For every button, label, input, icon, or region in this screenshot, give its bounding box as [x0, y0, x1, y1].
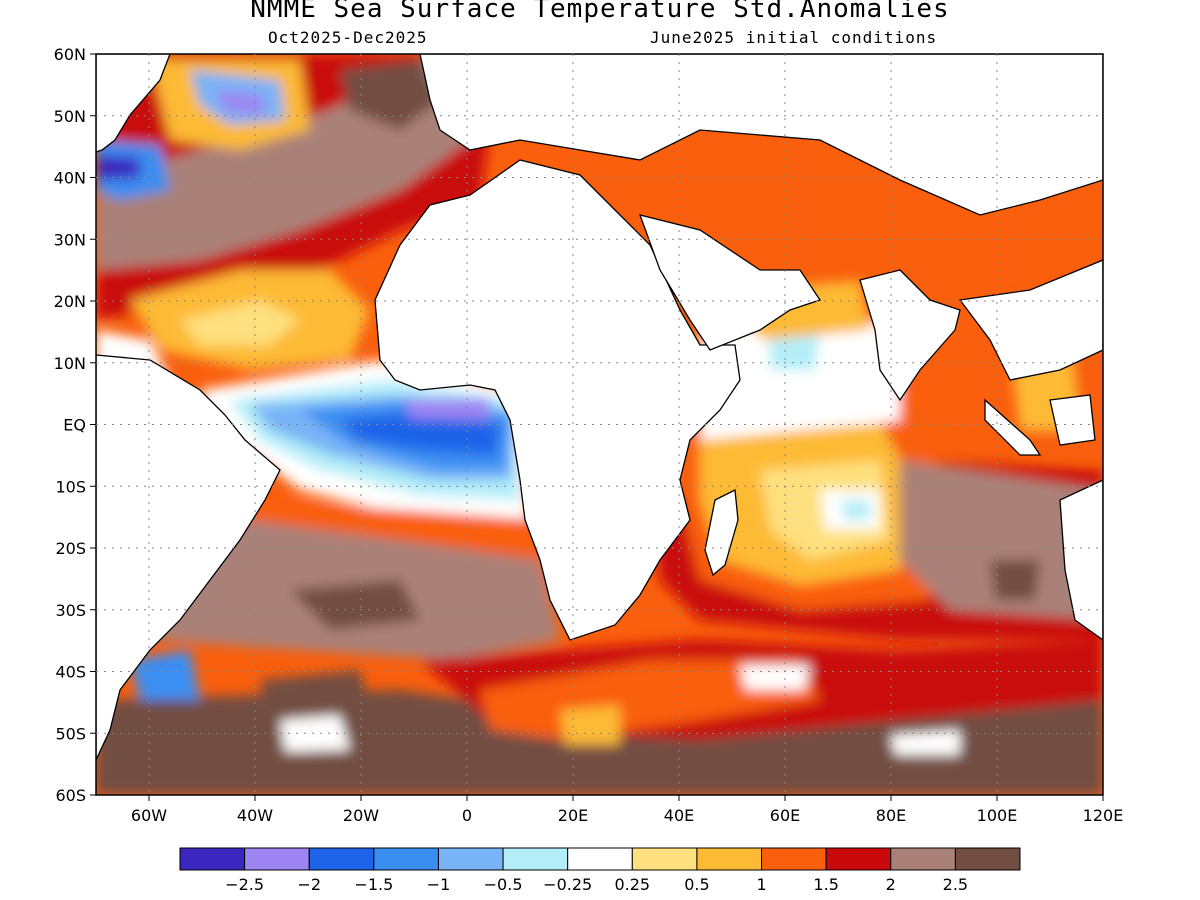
colorbar-label: −0.25 [543, 875, 592, 894]
lat-tick-label: 40S [55, 663, 86, 682]
lon-tick-label: 0 [462, 806, 472, 825]
map-title: NMME Sea Surface Temperature Std.Anomali… [250, 0, 950, 24]
lat-tick-label: 20S [55, 539, 86, 558]
india-landmass [859, 269, 961, 402]
australia-landmass [1059, 479, 1103, 641]
colorbar-swatch [631, 847, 698, 871]
colorbar-swatch [308, 847, 375, 871]
lat-tick-label: 40N [54, 169, 86, 188]
lon-tick-label: 60W [131, 806, 167, 825]
labrador-purple [215, 90, 265, 115]
lat-tick-label: 60S [55, 786, 86, 805]
lon-tick-label: 40E [664, 806, 694, 825]
colorbar-swatch [890, 847, 956, 871]
lon-tick-label: 80E [876, 806, 906, 825]
south-atlantic-dark1 [290, 580, 420, 630]
lat-tick-label: 10N [54, 354, 86, 373]
colorbar-label: −1.5 [354, 875, 393, 894]
colorbar: −2.5 −2 −1.5 −1 −0.5 −0.25 0.25 0.5 1 1.5 2 2.5 [179, 847, 1021, 894]
se-indian-dark [990, 560, 1040, 600]
colorbar-swatch [502, 847, 569, 871]
colorbar-swatch [696, 847, 763, 871]
lat-tick-label: 20N [54, 292, 86, 311]
colorbar-swatch [437, 847, 504, 871]
se-indian-brown [900, 460, 1103, 620]
africa-landmass [374, 159, 741, 641]
colorbar-swatch [373, 847, 439, 871]
colorbar-label: 2 [886, 875, 896, 894]
lat-tick-label: 60N [54, 45, 86, 64]
colorbar-label: 0.25 [614, 875, 650, 894]
lat-tick-label: 50S [55, 724, 86, 743]
colorbar-label: −2.5 [225, 875, 264, 894]
southern-yellow1 [560, 705, 620, 745]
subtropical-lightyellow [180, 300, 300, 345]
gulf-guinea-purple [405, 398, 490, 420]
land-masses [96, 54, 1103, 761]
colorbar-swatch [761, 847, 827, 871]
southern-white2 [280, 715, 350, 752]
colorbar-swatch [567, 847, 633, 871]
lon-tick-label: 60E [770, 806, 800, 825]
arabian-white [700, 320, 910, 440]
southern-white3 [890, 730, 960, 755]
lat-tick-label: 50N [54, 107, 86, 126]
colorbar-swatch [954, 847, 1021, 871]
europe-landmass [419, 54, 1103, 216]
indian-lightblue-patch [840, 500, 870, 520]
colorbar-label: −1 [427, 875, 451, 894]
lon-tick-label: 100E [977, 806, 1018, 825]
southeast-asia-landmass [958, 259, 1103, 381]
south-america-landmass [96, 354, 281, 761]
colorbar-label: −0.5 [484, 875, 523, 894]
graticule [96, 54, 1103, 795]
lat-tick-label: EQ [63, 416, 86, 435]
colorbar-label: 0.5 [684, 875, 709, 894]
north-america-coast [96, 54, 171, 153]
eq-atlantic-core [340, 410, 500, 455]
madagascar [704, 488, 739, 577]
arabia-landmass [638, 214, 822, 351]
lon-tick-label: 120E [1083, 806, 1124, 825]
colorbar-swatch [244, 847, 310, 871]
north-atlantic-dark [340, 60, 440, 130]
nw-atlantic-purple [96, 155, 140, 180]
axis-ticks: 60N 50N 40N 30N 20N 10N EQ 10S 20S 30S 40S 50S 60S 60… [54, 45, 1124, 825]
sw-atlantic-blue [130, 650, 200, 700]
lon-tick-label: 20E [558, 806, 588, 825]
colorbar-label: 1.5 [813, 875, 838, 894]
colorbar-label: −2 [297, 875, 321, 894]
initial-conditions-label: June2025 initial conditions [650, 28, 938, 47]
borneo [1049, 394, 1096, 446]
lat-tick-label: 30S [55, 601, 86, 620]
colorbar-swatch [179, 847, 246, 871]
lon-tick-label: 20W [343, 806, 379, 825]
lat-tick-label: 30N [54, 230, 86, 249]
sumatra [984, 398, 1042, 456]
colorbar-swatch [825, 847, 892, 871]
colorbar-label: 2.5 [943, 875, 968, 894]
lat-tick-label: 10S [55, 477, 86, 496]
lon-tick-label: 40W [237, 806, 273, 825]
southern-white1 [740, 665, 810, 690]
colorbar-label: 1 [756, 875, 766, 894]
forecast-period-label: Oct2025-Dec2025 [268, 28, 428, 47]
